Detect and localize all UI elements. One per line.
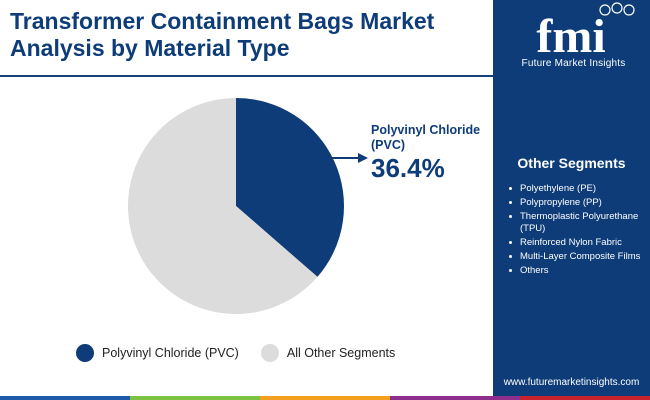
legend-label-pvc: Polyvinyl Chloride (PVC) [102, 346, 239, 360]
legend-item-other: All Other Segments [260, 344, 396, 362]
list-item: Multi-Layer Composite Films [507, 251, 645, 263]
callout-label: Polyvinyl Chloride (PVC) [371, 123, 481, 152]
chart-title: Transformer Containment Bags Market Anal… [10, 8, 435, 61]
bottom-bar-segment [520, 396, 650, 400]
logo-name: Future Market Insights [521, 58, 626, 69]
pie-chart [127, 98, 368, 314]
list-item: Polyethylene (PE) [507, 183, 645, 195]
legend-swatch-pvc [76, 344, 94, 362]
bottom-bar-segment [260, 396, 390, 400]
list-item: Thermoplastic Polyurethane (TPU) [507, 211, 645, 235]
pie-slice-other [127, 98, 318, 314]
fmi-logo: fmi Future Market Insights [493, 0, 650, 76]
title-divider [0, 75, 493, 77]
legend-label-other: All Other Segments [286, 346, 396, 360]
legend-item-pvc: Polyvinyl Chloride (PVC) [76, 344, 239, 362]
bottom-bar-segment [390, 396, 520, 400]
other-segments-title: Other Segments [517, 155, 626, 171]
callout-value: 36.4% [371, 153, 445, 183]
legend: Polyvinyl Chloride (PVC) All Other Segme… [76, 343, 417, 363]
fmi-logo-icon: fmi [536, 2, 635, 63]
bottom-bar-segment [0, 396, 130, 400]
pie-slice-pvc [236, 98, 344, 277]
list-item: Reinforced Nylon Fabric [507, 237, 645, 249]
other-segments-list: Polyethylene (PE) Polypropylene (PP) The… [507, 183, 645, 279]
sidebar: fmi Future Market Insights Other Segment… [493, 0, 650, 400]
legend-swatch-other [260, 344, 279, 362]
list-item: Polypropylene (PP) [507, 197, 645, 209]
logo-letters: fmi [536, 10, 605, 60]
bottom-bar-segment [130, 396, 260, 400]
list-item: Others [507, 265, 645, 277]
callout-arrow-head [358, 153, 368, 163]
website-link[interactable]: www.futuremarketinsights.com [503, 377, 640, 388]
